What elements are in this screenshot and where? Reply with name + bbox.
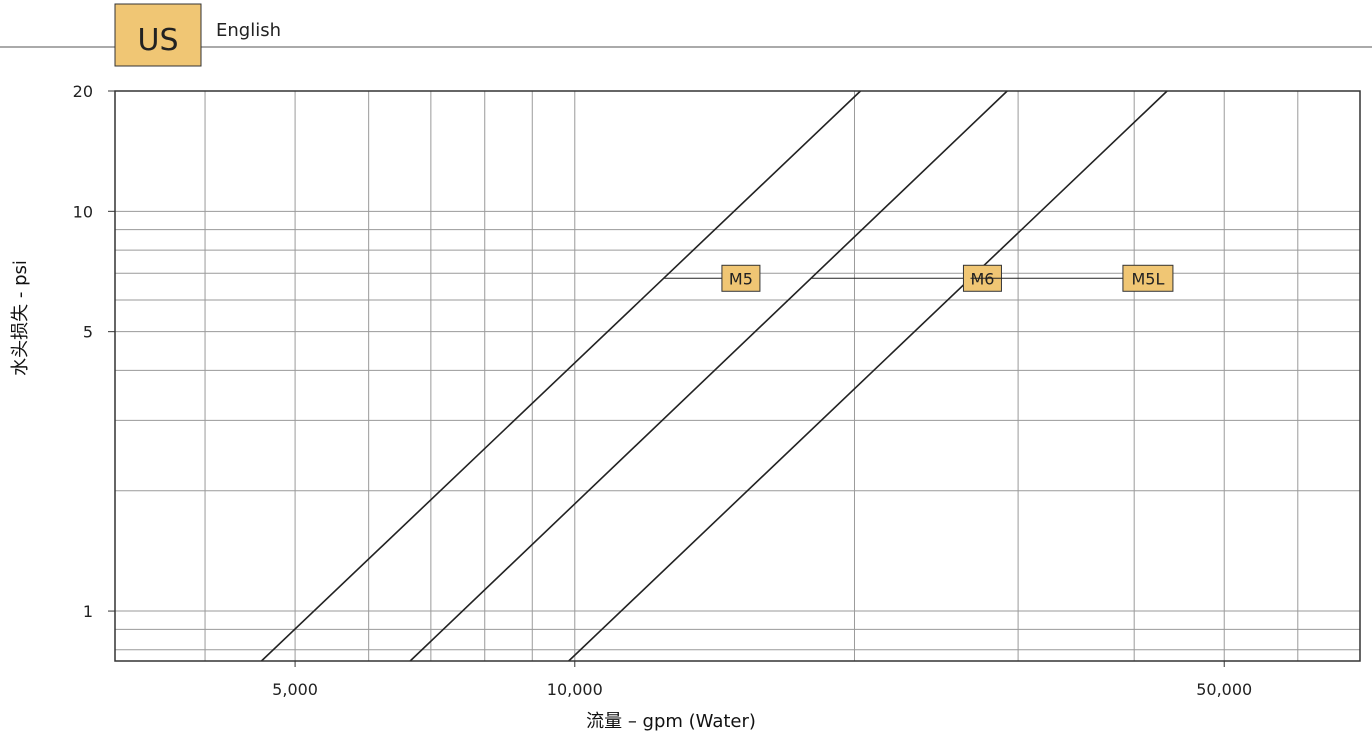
y-tick-label: 5 [83, 323, 93, 342]
series-line-m5l [568, 90, 1168, 662]
series-line-m5 [260, 90, 862, 662]
y-axis-title: 水头损失 - psi [10, 260, 31, 376]
y-tick-label: 1 [83, 602, 93, 621]
x-axis-title: 流量 – gpm (Water) [586, 711, 756, 732]
x-tick-label: 50,000 [1196, 680, 1252, 699]
y-tick-label: 20 [73, 82, 93, 101]
region-badge [114, 3, 202, 67]
series-label-box-m5 [721, 264, 761, 292]
x-tick-label: 5,000 [272, 680, 318, 699]
series-lines [260, 90, 1168, 662]
series-line-m6 [409, 90, 1008, 662]
region-badge-text: US [137, 23, 178, 58]
grid [115, 91, 1360, 661]
series-label-m5: M5 [729, 269, 753, 288]
x-tick-label: 10,000 [547, 680, 603, 699]
series-labels: M5 M6 M5L [663, 264, 1174, 292]
axis-ticks: 5,000 10,000 50,000 1 5 10 20 [73, 82, 1253, 699]
plot-frame [114, 90, 1361, 662]
series-label-box-m5l [1122, 264, 1174, 292]
y-tick-label: 10 [73, 202, 93, 221]
series-label-m5l: M5L [1131, 269, 1164, 288]
language-label: English [216, 20, 281, 41]
